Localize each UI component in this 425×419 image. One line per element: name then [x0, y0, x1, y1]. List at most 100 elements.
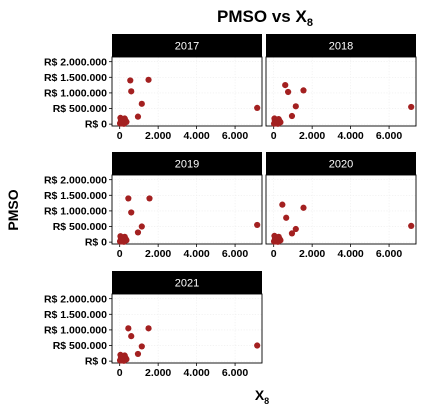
data-point — [134, 229, 142, 236]
data-point — [282, 81, 289, 89]
x-tick-label: 4.000 — [337, 130, 363, 142]
facet-panel-2017: 2017 R$ 0 R$ 500.000 R$ 1.000.000 R$ 1.500.0… — [44, 34, 263, 142]
x-tick-label: 6.000 — [222, 130, 248, 142]
data-point — [145, 325, 152, 332]
x-tick-label: 4.000 — [183, 367, 209, 379]
data-point — [288, 230, 296, 237]
facet-strip — [266, 152, 416, 175]
data-point — [288, 112, 296, 120]
data-point — [127, 77, 134, 84]
data-point — [125, 325, 132, 332]
y-tick-label: R$ 1.000.000 — [44, 206, 107, 218]
facet-panel-2019: 2019 R$ 0 R$ 500.000 R$ 1.000.000 R$ 1.500.0… — [44, 152, 263, 260]
data-point — [254, 221, 261, 229]
data-point — [408, 103, 415, 111]
y-tick-label: R$ 0 — [85, 119, 107, 131]
data-point — [279, 201, 286, 208]
x-tick-label: 4.000 — [183, 248, 209, 260]
y-tick-label: R$ 1.500.000 — [44, 72, 107, 84]
chart-title-subscript: 8 — [307, 17, 313, 29]
x-tick-label: 0 — [271, 248, 277, 260]
x-tick-label: 6.000 — [222, 367, 248, 379]
data-point — [292, 103, 299, 110]
x-tick-label: 0 — [271, 130, 277, 142]
y-tick-label: R$ 500.000 — [53, 103, 107, 115]
data-point — [254, 342, 261, 349]
facet-strip — [112, 34, 262, 57]
x-tick-label: 6.000 — [222, 248, 248, 260]
data-point — [285, 88, 292, 96]
facet-strip-label: 2020 — [329, 159, 353, 171]
data-point — [300, 204, 307, 211]
x-tick-label: 0 — [117, 130, 123, 142]
data-point — [118, 120, 126, 127]
data-point — [125, 195, 132, 202]
data-point — [118, 357, 126, 364]
x-axis-label-subscript: 8 — [264, 396, 269, 406]
y-tick-label: R$ 0 — [85, 356, 107, 368]
facet-panel-2020: 2020 0 2.000 4.000 6.000 — [265, 152, 417, 260]
data-point — [146, 195, 153, 202]
y-tick-label: R$ 1.500.000 — [44, 190, 107, 202]
y-tick-label: R$ 1.000.000 — [44, 88, 107, 100]
x-tick-label: 2.000 — [145, 248, 171, 260]
y-tick-label: R$ 2.000.000 — [44, 293, 107, 305]
y-tick-label: R$ 1.500.000 — [44, 309, 107, 321]
data-point — [128, 333, 135, 340]
panel-frame — [111, 174, 263, 245]
x-tick-label: 4.000 — [183, 130, 209, 142]
facet-strip-label: 2021 — [175, 278, 199, 290]
facet-strip — [266, 34, 416, 57]
x-axis-label: X8 — [255, 387, 269, 406]
data-point — [128, 88, 135, 95]
x-tick-label: 2.000 — [299, 130, 325, 142]
data-point — [254, 104, 261, 111]
x-axis-label-text: X — [255, 387, 265, 403]
y-tick-label: R$ 2.000.000 — [44, 56, 107, 68]
x-tick-label: 2.000 — [145, 367, 171, 379]
x-tick-label: 6.000 — [376, 248, 402, 260]
data-point — [292, 225, 299, 233]
data-point — [128, 209, 135, 216]
data-point — [283, 214, 290, 221]
data-point — [134, 113, 142, 120]
x-tick-label: 4.000 — [337, 248, 363, 260]
data-point — [145, 76, 152, 83]
y-tick-label: R$ 0 — [85, 237, 107, 249]
data-point — [272, 238, 280, 245]
data-point — [118, 238, 126, 245]
y-tick-label: R$ 500.000 — [53, 221, 107, 233]
chart-title: PMSO vs X8 — [217, 7, 313, 29]
data-point — [138, 343, 145, 350]
panel-frame — [111, 293, 263, 364]
data-point — [138, 223, 145, 230]
data-point — [300, 87, 307, 94]
y-tick-label: R$ 2.000.000 — [44, 174, 107, 186]
panel-frame — [265, 174, 417, 245]
facet-strip — [112, 271, 262, 294]
data-point — [272, 120, 280, 127]
facet-strip — [112, 152, 262, 175]
x-tick-label: 2.000 — [145, 130, 171, 142]
facet-strip-label: 2019 — [175, 159, 199, 171]
facet-panel-2018: 2018 0 2.000 4.000 6.000 — [265, 34, 417, 142]
data-point — [408, 222, 415, 229]
x-tick-label: 0 — [117, 248, 123, 260]
data-point — [138, 100, 145, 107]
y-tick-label: R$ 500.000 — [53, 340, 107, 352]
facet-strip-label: 2017 — [175, 41, 199, 53]
facet-panels: 2017 R$ 0 R$ 500.000 R$ 1.000.000 R$ 1.500.0… — [44, 34, 417, 379]
data-point — [134, 350, 142, 358]
chart-title-text: PMSO vs X — [217, 7, 307, 26]
facet-panel-2021: 2021 R$ 0 R$ 500.000 R$ 1.000.000 R$ 1.500.0… — [44, 271, 263, 379]
panel-frame — [265, 56, 417, 127]
x-tick-label: 0 — [117, 367, 123, 379]
y-tick-label: R$ 1.000.000 — [44, 325, 107, 337]
y-axis-label: PMSO — [5, 189, 21, 230]
x-tick-label: 6.000 — [376, 130, 402, 142]
panel-frame — [111, 56, 263, 127]
facet-strip-label: 2018 — [329, 41, 353, 53]
x-tick-label: 2.000 — [299, 248, 325, 260]
